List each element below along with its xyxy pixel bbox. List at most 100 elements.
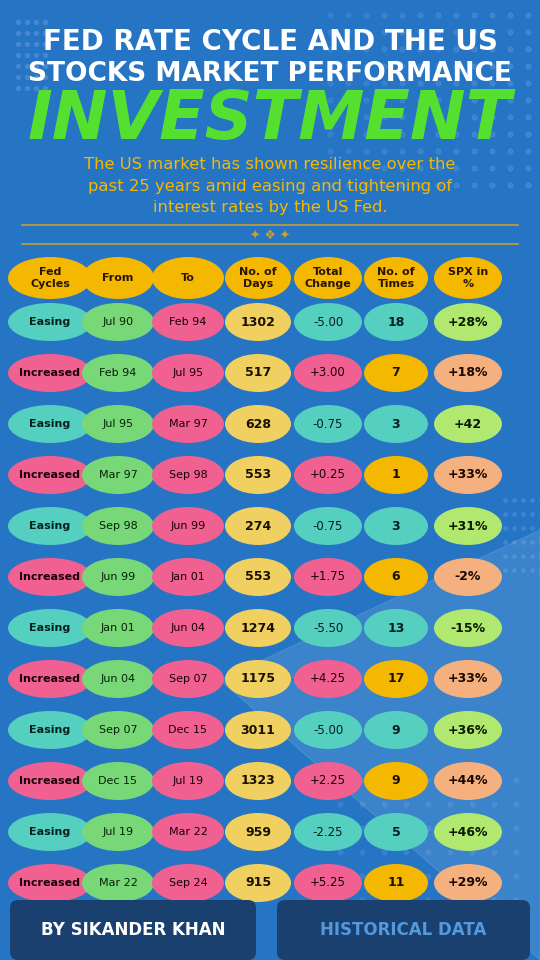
- Text: Easing: Easing: [29, 827, 71, 837]
- Text: 9: 9: [392, 775, 400, 787]
- Text: Feb 94: Feb 94: [99, 368, 137, 378]
- Text: Jul 90: Jul 90: [103, 317, 133, 327]
- Ellipse shape: [8, 257, 92, 299]
- Ellipse shape: [364, 507, 428, 545]
- Ellipse shape: [225, 558, 291, 596]
- Text: Jan 01: Jan 01: [100, 623, 136, 633]
- Text: Fed
Cycles: Fed Cycles: [30, 267, 70, 289]
- Ellipse shape: [225, 660, 291, 698]
- Ellipse shape: [225, 354, 291, 392]
- Ellipse shape: [364, 257, 428, 299]
- Text: Dec 15: Dec 15: [168, 725, 207, 735]
- Ellipse shape: [152, 609, 224, 647]
- Ellipse shape: [82, 864, 154, 902]
- Ellipse shape: [434, 711, 502, 749]
- Ellipse shape: [294, 762, 362, 800]
- Ellipse shape: [8, 354, 92, 392]
- Text: Mar 22: Mar 22: [99, 878, 138, 888]
- Ellipse shape: [294, 864, 362, 902]
- Text: -5.50: -5.50: [313, 621, 343, 635]
- Text: 274: 274: [245, 519, 271, 533]
- Text: Jul 95: Jul 95: [103, 419, 133, 429]
- Text: No. of
Times: No. of Times: [377, 267, 415, 289]
- Text: Mar 22: Mar 22: [168, 827, 207, 837]
- Text: 3: 3: [392, 519, 400, 533]
- Ellipse shape: [8, 558, 92, 596]
- Ellipse shape: [225, 303, 291, 341]
- Text: 553: 553: [245, 468, 271, 482]
- Ellipse shape: [82, 456, 154, 494]
- Ellipse shape: [225, 507, 291, 545]
- Ellipse shape: [152, 813, 224, 851]
- Text: -2.25: -2.25: [313, 826, 343, 838]
- Text: 915: 915: [245, 876, 271, 890]
- Text: The US market has shown resilience over the
past 25 years amid easing and tighte: The US market has shown resilience over …: [84, 156, 456, 215]
- Ellipse shape: [294, 507, 362, 545]
- Text: Jan 01: Jan 01: [171, 572, 205, 582]
- Text: Total
Change: Total Change: [305, 267, 352, 289]
- Ellipse shape: [434, 354, 502, 392]
- Ellipse shape: [364, 762, 428, 800]
- Text: BY SIKANDER KHAN: BY SIKANDER KHAN: [40, 921, 225, 939]
- Text: +5.25: +5.25: [310, 876, 346, 890]
- Text: Sep 98: Sep 98: [99, 521, 137, 531]
- Text: 1302: 1302: [240, 316, 275, 328]
- Ellipse shape: [294, 354, 362, 392]
- FancyBboxPatch shape: [10, 900, 256, 960]
- Ellipse shape: [434, 303, 502, 341]
- Ellipse shape: [152, 354, 224, 392]
- Ellipse shape: [152, 711, 224, 749]
- Text: INVESTMENT: INVESTMENT: [28, 87, 512, 153]
- Text: Jun 99: Jun 99: [100, 572, 136, 582]
- Ellipse shape: [8, 864, 92, 902]
- Text: To: To: [181, 273, 195, 283]
- Text: +0.25: +0.25: [310, 468, 346, 482]
- Ellipse shape: [364, 405, 428, 443]
- Ellipse shape: [294, 456, 362, 494]
- Ellipse shape: [225, 609, 291, 647]
- Text: 553: 553: [245, 570, 271, 584]
- Text: 1323: 1323: [241, 775, 275, 787]
- Text: Sep 24: Sep 24: [168, 878, 207, 888]
- Ellipse shape: [82, 405, 154, 443]
- Text: -5.00: -5.00: [313, 316, 343, 328]
- Text: Easing: Easing: [29, 623, 71, 633]
- Text: 6: 6: [392, 570, 400, 584]
- Text: -0.75: -0.75: [313, 519, 343, 533]
- Ellipse shape: [8, 303, 92, 341]
- Ellipse shape: [294, 813, 362, 851]
- Ellipse shape: [364, 660, 428, 698]
- Text: Mar 97: Mar 97: [168, 419, 207, 429]
- Text: +1.75: +1.75: [310, 570, 346, 584]
- Text: 11: 11: [387, 876, 405, 890]
- Ellipse shape: [294, 558, 362, 596]
- Text: Sep 98: Sep 98: [168, 470, 207, 480]
- FancyBboxPatch shape: [277, 900, 530, 960]
- Text: +33%: +33%: [448, 673, 488, 685]
- Text: HISTORICAL DATA: HISTORICAL DATA: [320, 921, 486, 939]
- Text: 9: 9: [392, 724, 400, 736]
- Ellipse shape: [225, 813, 291, 851]
- Ellipse shape: [8, 405, 92, 443]
- Text: -2%: -2%: [455, 570, 481, 584]
- Text: Increased: Increased: [19, 776, 80, 786]
- Ellipse shape: [434, 813, 502, 851]
- Text: Increased: Increased: [19, 878, 80, 888]
- Text: Jul 95: Jul 95: [172, 368, 204, 378]
- Ellipse shape: [294, 609, 362, 647]
- Ellipse shape: [152, 558, 224, 596]
- Ellipse shape: [294, 303, 362, 341]
- Ellipse shape: [364, 456, 428, 494]
- Text: Jul 19: Jul 19: [172, 776, 204, 786]
- Text: Sep 07: Sep 07: [168, 674, 207, 684]
- Ellipse shape: [364, 813, 428, 851]
- Text: +46%: +46%: [448, 826, 488, 838]
- Ellipse shape: [434, 558, 502, 596]
- Text: -5.00: -5.00: [313, 724, 343, 736]
- Text: From: From: [102, 273, 134, 283]
- Ellipse shape: [225, 456, 291, 494]
- Text: +28%: +28%: [448, 316, 488, 328]
- Text: +3.00: +3.00: [310, 367, 346, 379]
- Ellipse shape: [82, 507, 154, 545]
- Ellipse shape: [225, 711, 291, 749]
